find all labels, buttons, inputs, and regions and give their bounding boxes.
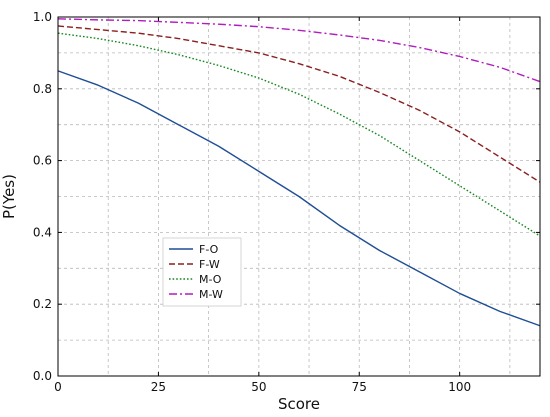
y-tick-label: 0.8 bbox=[33, 82, 52, 96]
y-axis-title: P(Yes) bbox=[0, 174, 18, 219]
x-tick-label: 25 bbox=[151, 380, 166, 394]
series-lines bbox=[57, 18, 541, 327]
legend: F-O F-W M-O M-W bbox=[162, 237, 242, 307]
series-line-m-w bbox=[57, 18, 541, 83]
plot-frame bbox=[57, 16, 541, 377]
y-tick-label: 0.6 bbox=[33, 154, 52, 168]
x-tick-label: 50 bbox=[251, 380, 266, 394]
y-tick-label: 0.0 bbox=[33, 369, 52, 383]
y-tick-label: 1.0 bbox=[33, 10, 52, 24]
legend-label-f-w: F-W bbox=[199, 258, 220, 271]
legend-label-f-o: F-O bbox=[199, 243, 219, 256]
legend-label-m-o: M-O bbox=[199, 273, 222, 286]
legend-label-m-w: M-W bbox=[199, 288, 223, 301]
x-tick-label: 75 bbox=[352, 380, 367, 394]
y-tick-label: 0.2 bbox=[33, 297, 52, 311]
x-axis-title: Score bbox=[278, 395, 320, 413]
y-tick-label: 0.4 bbox=[33, 225, 52, 239]
x-tick-label: 100 bbox=[448, 380, 471, 394]
x-tick-label: 0 bbox=[54, 380, 62, 394]
series-line-m-o bbox=[57, 32, 541, 237]
series-line-f-o bbox=[57, 70, 541, 327]
series-line-f-w bbox=[57, 25, 541, 183]
ticks: 0 25 50 75 100 0.0 0.2 0.4 0.6 0.8 1.0 bbox=[33, 10, 540, 394]
